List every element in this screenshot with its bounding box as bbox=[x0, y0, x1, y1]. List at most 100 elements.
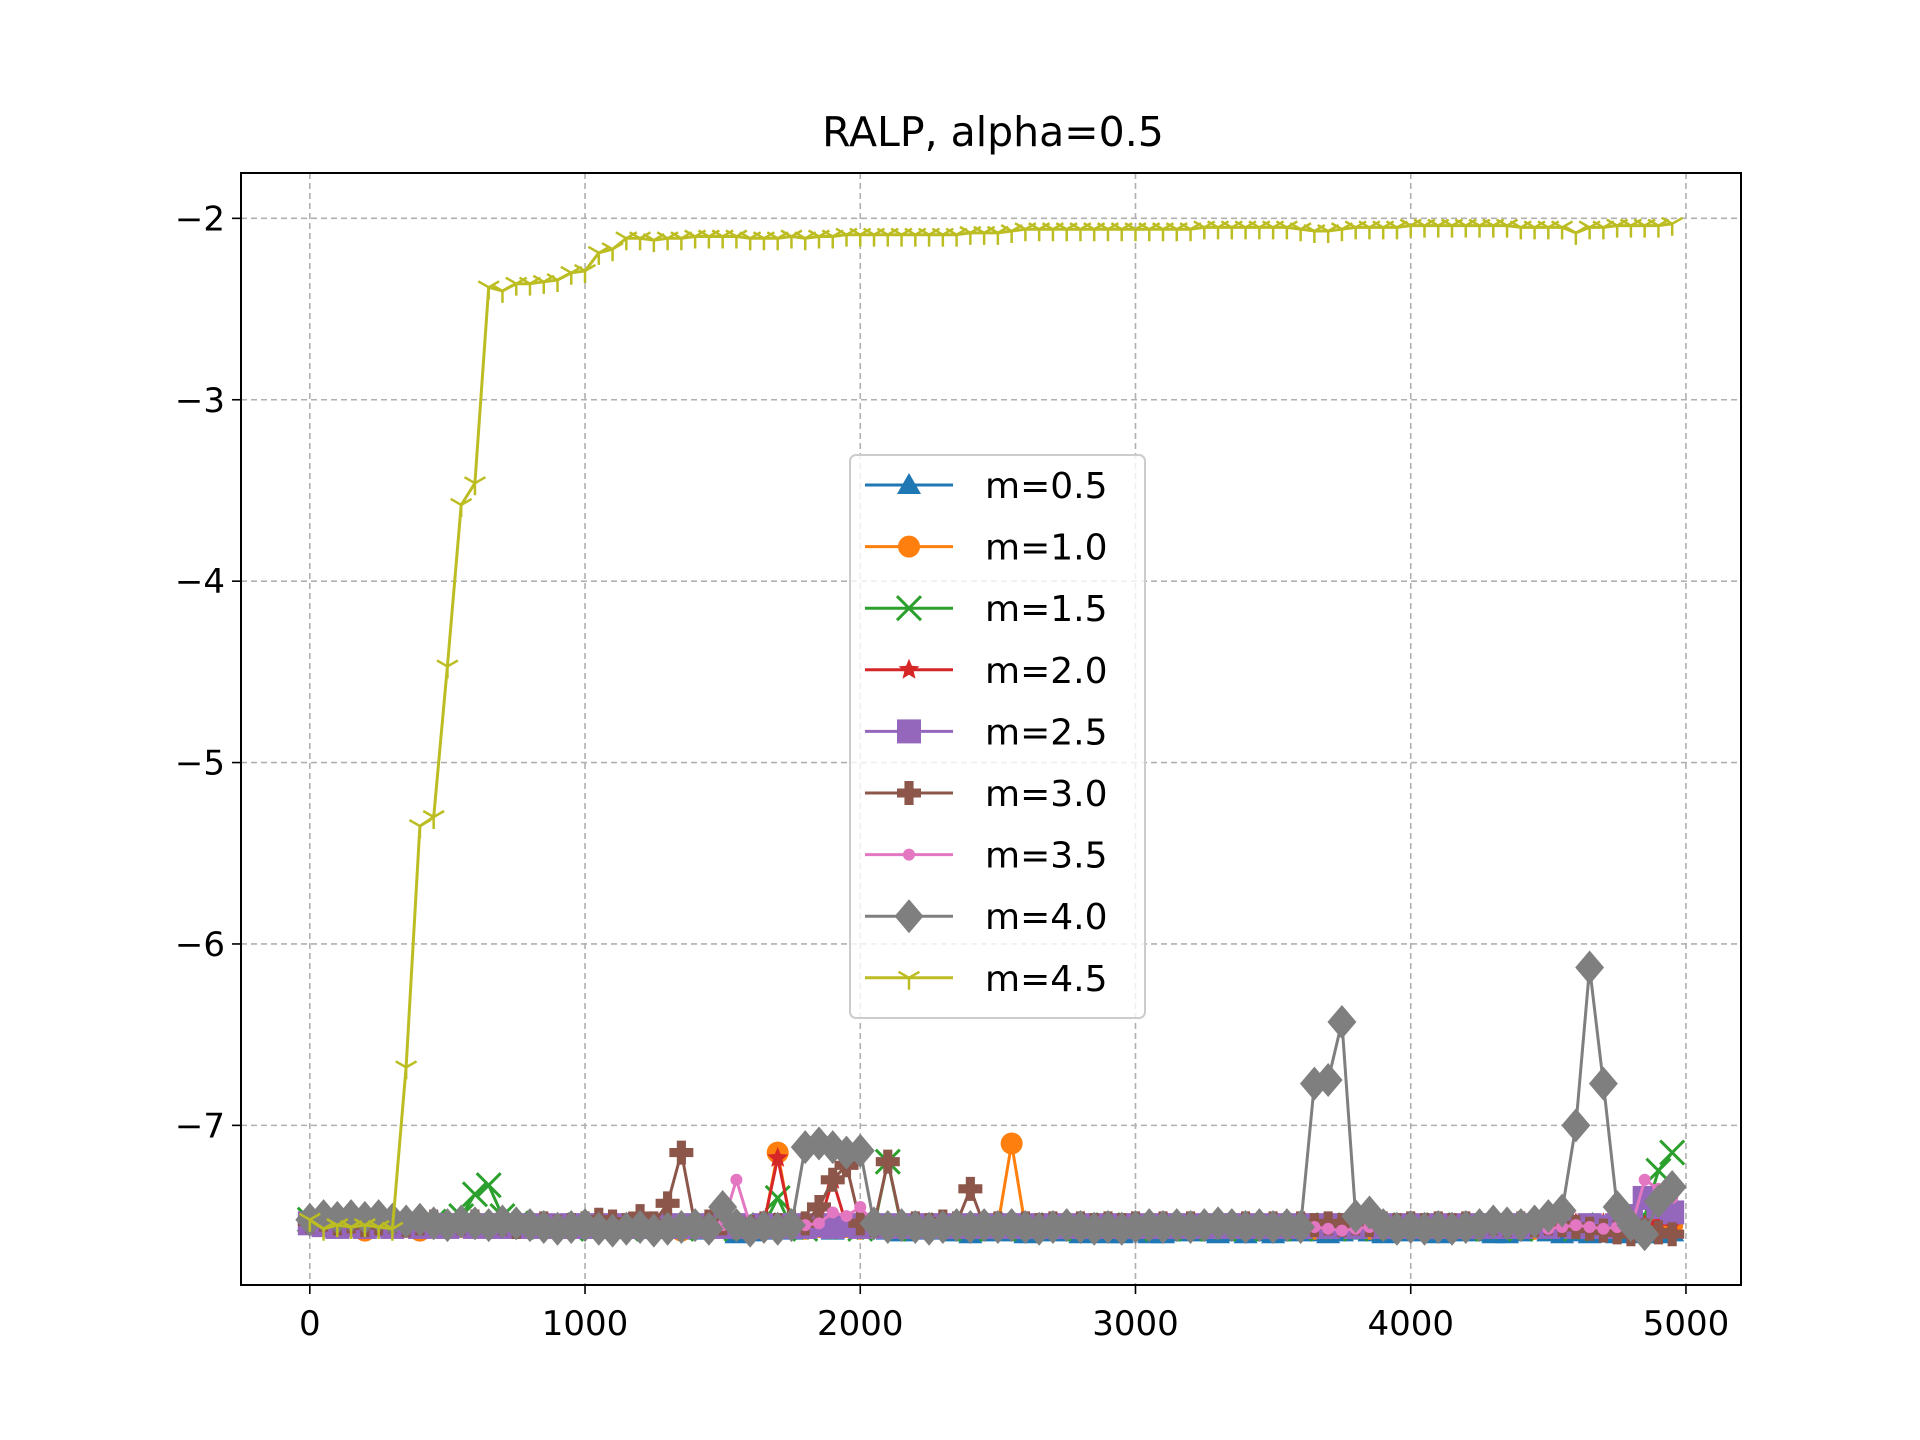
data-point bbox=[862, 227, 886, 247]
data-point bbox=[1124, 222, 1147, 242]
data-point bbox=[1000, 1132, 1023, 1155]
data-point bbox=[1638, 1173, 1651, 1186]
data-point bbox=[381, 1221, 404, 1241]
ticks: 0 1000 2000 3000 4000 5000 −7 −6 −5 −4 −3 −2 bbox=[175, 199, 1729, 1344]
data-point bbox=[1619, 218, 1642, 238]
data-point bbox=[1248, 220, 1271, 240]
data-point bbox=[1313, 1063, 1343, 1098]
data-point bbox=[1643, 1184, 1673, 1219]
data-point bbox=[1220, 220, 1243, 240]
legend-label: m=1.5 bbox=[985, 589, 1107, 630]
series-layer bbox=[295, 216, 1687, 1252]
data-point bbox=[1399, 218, 1422, 238]
y-tick-label: −3 bbox=[175, 381, 225, 421]
data-point bbox=[1151, 222, 1175, 242]
data-point bbox=[1602, 1189, 1632, 1224]
legend-label: m=2.5 bbox=[985, 712, 1107, 753]
data-point bbox=[450, 497, 473, 517]
legend-frame bbox=[849, 454, 1146, 1019]
data-point bbox=[1633, 218, 1656, 238]
data-point bbox=[904, 227, 927, 247]
data-point bbox=[1410, 1211, 1439, 1246]
plot-frame bbox=[240, 172, 1742, 1286]
data-point bbox=[931, 227, 954, 247]
data-point bbox=[697, 229, 720, 249]
data-point bbox=[807, 229, 831, 249]
legend-entry: m=4.0 bbox=[865, 897, 1107, 938]
data-point bbox=[1396, 1209, 1426, 1244]
data-point bbox=[1110, 222, 1133, 242]
data-point bbox=[854, 1200, 867, 1213]
data-point bbox=[1427, 218, 1450, 238]
data-point bbox=[918, 227, 941, 247]
data-point bbox=[1588, 1066, 1618, 1101]
legend-label: m=3.5 bbox=[985, 836, 1107, 877]
data-point bbox=[708, 1189, 738, 1224]
data-point bbox=[1138, 222, 1161, 242]
x-tick-label: 1000 bbox=[542, 1304, 629, 1344]
data-point bbox=[1657, 1170, 1687, 1205]
legend-entry: m=0.5 bbox=[865, 466, 1107, 507]
data-point bbox=[958, 1176, 983, 1201]
data-point bbox=[598, 1213, 628, 1248]
data-point bbox=[1437, 1211, 1467, 1246]
legend-marker bbox=[898, 658, 920, 679]
data-point bbox=[1148, 1209, 1178, 1244]
legend-entry: m=2.5 bbox=[865, 712, 1107, 753]
data-point bbox=[1468, 218, 1491, 238]
series-m=4.0 bbox=[295, 950, 1687, 1252]
data-point bbox=[1561, 1108, 1591, 1143]
data-point bbox=[587, 245, 610, 265]
data-point bbox=[1262, 220, 1285, 240]
data-point bbox=[1616, 1208, 1646, 1243]
data-point bbox=[777, 1208, 806, 1243]
data-point bbox=[876, 227, 899, 247]
data-point bbox=[1569, 1219, 1582, 1232]
series-m=4.5 bbox=[298, 216, 1684, 1241]
data-point bbox=[849, 227, 872, 247]
legend-label: m=2.0 bbox=[985, 651, 1107, 692]
legend-marker bbox=[903, 848, 915, 861]
data-point bbox=[845, 1133, 875, 1168]
data-point bbox=[1646, 1220, 1671, 1245]
data-point bbox=[890, 227, 913, 247]
data-point bbox=[1423, 1209, 1453, 1244]
legend-entry: m=1.0 bbox=[865, 528, 1107, 569]
legend-marker bbox=[897, 719, 921, 744]
y-tick-label: −6 bbox=[175, 925, 225, 965]
data-point bbox=[461, 1181, 489, 1208]
data-point bbox=[1028, 222, 1051, 242]
legend-entry: m=3.0 bbox=[865, 774, 1107, 815]
data-point bbox=[767, 1147, 789, 1167]
data-point bbox=[1193, 220, 1216, 240]
x-tick-label: 0 bbox=[299, 1304, 321, 1344]
data-point bbox=[1440, 218, 1464, 238]
data-point bbox=[1413, 218, 1436, 238]
data-point bbox=[1335, 1224, 1348, 1237]
data-point bbox=[1041, 222, 1064, 242]
data-point bbox=[790, 1130, 820, 1165]
data-point bbox=[655, 1191, 680, 1216]
x-tick-label: 3000 bbox=[1092, 1304, 1179, 1344]
data-point bbox=[1547, 1193, 1577, 1228]
data-point bbox=[752, 231, 775, 251]
x-tick-label: 5000 bbox=[1643, 1304, 1730, 1344]
data-point bbox=[1368, 1208, 1398, 1243]
data-point bbox=[436, 659, 459, 679]
data-point bbox=[625, 1209, 655, 1244]
legend-label: m=4.0 bbox=[985, 897, 1107, 938]
data-point bbox=[601, 242, 624, 262]
data-point bbox=[1523, 220, 1546, 240]
data-point bbox=[832, 1135, 861, 1170]
data-point bbox=[1564, 225, 1587, 245]
data-point bbox=[1069, 222, 1092, 242]
data-point bbox=[312, 1221, 335, 1241]
data-point bbox=[1107, 1211, 1137, 1246]
data-point bbox=[1096, 222, 1120, 242]
data-point bbox=[1344, 220, 1367, 240]
legend-marker bbox=[897, 473, 921, 494]
legend-label: m=0.5 bbox=[985, 466, 1107, 507]
data-point bbox=[1606, 218, 1629, 238]
legend-entry: m=1.5 bbox=[865, 589, 1107, 630]
